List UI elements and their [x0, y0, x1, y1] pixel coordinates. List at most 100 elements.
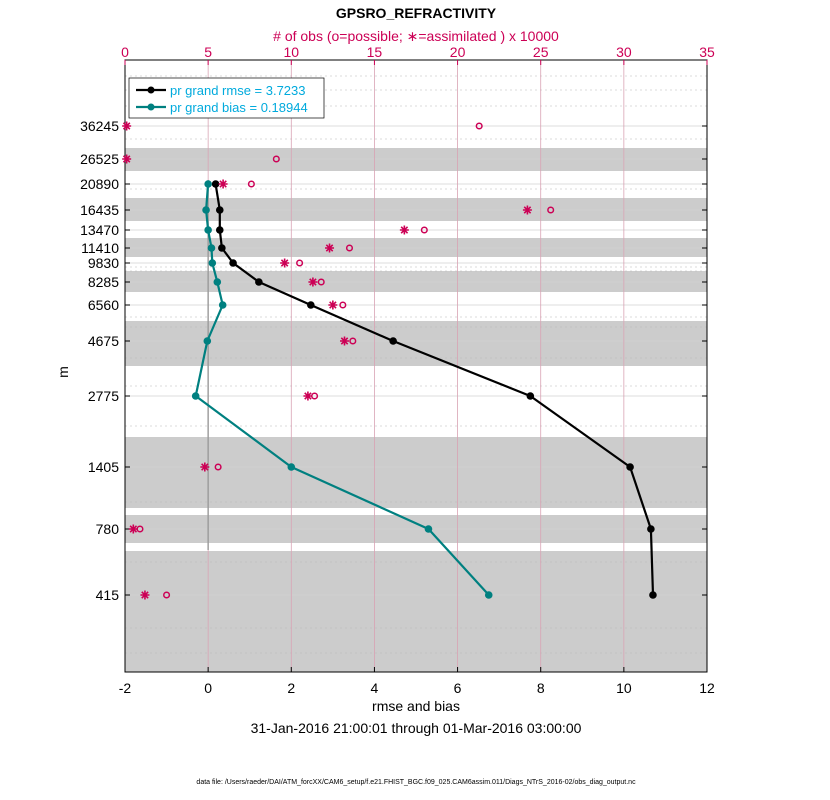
- obs-assimilated-marker: [280, 258, 290, 268]
- obs-assimilated-marker: [218, 179, 228, 189]
- y-tick-label: 415: [96, 587, 120, 603]
- obs-possible-marker: [547, 206, 555, 214]
- x-tick-label: 10: [616, 680, 632, 696]
- x-tick-label: 6: [454, 680, 462, 696]
- obs-possible-marker: [163, 591, 171, 599]
- legend-rmse-label: pr grand rmse = 3.7233: [170, 83, 306, 98]
- rmse-point: [626, 463, 634, 471]
- obs-possible-marker: [296, 259, 304, 267]
- rmse-point: [526, 392, 535, 400]
- obs-possible-marker: [420, 226, 428, 234]
- obs-assimilated-marker: [325, 243, 335, 253]
- y-tick-label: 11410: [81, 240, 119, 256]
- y-tick-label: 9830: [88, 255, 119, 271]
- shade-band: [125, 148, 707, 171]
- bias-point: [191, 392, 200, 400]
- obs-assimilated-marker: [122, 154, 132, 164]
- bias-point: [218, 301, 227, 309]
- bias-point: [213, 278, 222, 286]
- rmse-point: [255, 278, 263, 286]
- y-tick-label: 20890: [80, 176, 119, 192]
- bias-point: [208, 259, 217, 267]
- bias-point: [202, 206, 210, 214]
- bias-point: [203, 337, 212, 345]
- y-tick-label: 26525: [80, 151, 119, 167]
- rmse-point: [215, 226, 224, 234]
- obs-possible-marker: [317, 278, 325, 286]
- obs-assimilated-marker: [328, 300, 338, 310]
- top-tick-label: 30: [616, 44, 632, 60]
- x-axis-ticks: -2 0 2 4 6 8 10 12: [119, 667, 715, 696]
- rmse-point: [218, 244, 226, 252]
- top-axis-label: # of obs (o=possible; ∗=assimilated ) x …: [273, 28, 559, 44]
- rmse-point: [211, 180, 220, 188]
- top-tick-label: 35: [699, 44, 715, 60]
- y-tick-label: 16435: [80, 202, 119, 218]
- obs-assimilated-marker: [303, 391, 313, 401]
- obs-assimilated-marker: [399, 225, 409, 235]
- obs-possible-marker: [272, 155, 280, 163]
- bias-point: [424, 525, 433, 533]
- y-tick-label: 13470: [80, 222, 119, 238]
- shade-band: [125, 271, 707, 292]
- date-range: 31-Jan-2016 21:00:01 through 01-Mar-2016…: [251, 720, 582, 736]
- bias-point: [204, 180, 212, 188]
- y-tick-label: 780: [96, 521, 120, 537]
- legend: pr grand rmse = 3.7233 pr grand bias = 0…: [128, 77, 325, 119]
- x-tick-label: 12: [699, 680, 715, 696]
- shade-band: [125, 437, 707, 508]
- obs-assimilated-marker: [308, 277, 318, 287]
- y-tick-label: 1405: [88, 459, 119, 475]
- obs-possible-marker: [345, 244, 354, 252]
- obs-assimilated-marker: [339, 336, 349, 346]
- top-axis-ticks: 0 5 10 15 20 25 30 35: [121, 44, 715, 65]
- top-tick-label: 20: [450, 44, 466, 60]
- obs-possible-marker: [475, 122, 483, 130]
- footer-data-file: data file: /Users/raeder/DAI/ATM_forcXX/…: [196, 779, 636, 786]
- chart-title: GPSRO_REFRACTIVITY: [336, 5, 497, 21]
- obs-possible-marker: [247, 180, 255, 188]
- shaded-bands: [125, 148, 707, 672]
- y-tick-label: 2775: [88, 388, 119, 404]
- x-tick-label: -2: [119, 680, 132, 696]
- rmse-point: [215, 206, 224, 214]
- shade-band: [125, 238, 707, 257]
- obs-possible-marker: [349, 337, 357, 345]
- data-series: [191, 180, 657, 599]
- bias-point: [484, 591, 493, 599]
- obs-markers: [122, 121, 555, 600]
- bias-point: [207, 244, 216, 252]
- y-tick-label: 4675: [88, 333, 119, 349]
- y-tick-label: 8285: [88, 274, 119, 290]
- rmse-point: [649, 591, 657, 599]
- y-tick-label: 6560: [88, 297, 119, 313]
- rmse-point: [389, 337, 397, 345]
- legend-bias-label: pr grand bias = 0.18944: [170, 100, 308, 115]
- bias-point: [287, 463, 296, 471]
- rmse-point: [647, 525, 655, 533]
- y-tick-label: 36245: [80, 118, 119, 134]
- y-axis-label: m: [55, 366, 71, 378]
- x-axis-label: rmse and bias: [372, 698, 460, 714]
- x-tick-label: 4: [371, 680, 379, 696]
- top-tick-label: 10: [283, 44, 299, 60]
- plot-frame: [124, 59, 708, 673]
- shade-band: [125, 551, 707, 672]
- legend-rmse-marker: [147, 86, 155, 94]
- top-tick-label: 25: [533, 44, 549, 60]
- obs-assimilated-marker: [522, 205, 532, 215]
- shade-band: [125, 198, 707, 221]
- top-tick-label: 15: [367, 44, 383, 60]
- shade-band: [125, 321, 707, 366]
- obs-assimilated-marker: [128, 524, 138, 534]
- x-tick-label: 8: [537, 680, 545, 696]
- x-tick-label: 2: [287, 680, 295, 696]
- top-tick-label: 0: [121, 44, 129, 60]
- rmse-point: [229, 259, 237, 267]
- legend-bias-marker: [147, 103, 155, 111]
- obs-assimilated-marker: [200, 462, 210, 472]
- obs-assimilated-marker: [122, 121, 132, 131]
- obs-assimilated-marker: [140, 590, 150, 600]
